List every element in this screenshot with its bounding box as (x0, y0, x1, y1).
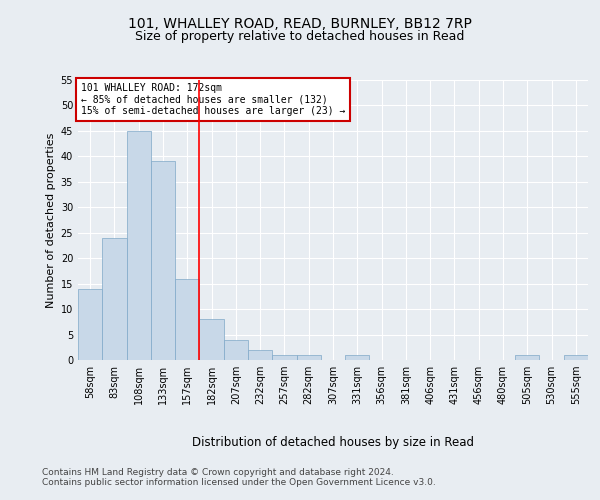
Bar (345, 355, 370, 360)
Bar (127, 131, 151, 360)
Bar (515, 355, 539, 360)
Bar (296, 355, 321, 360)
Bar (564, 355, 588, 360)
Bar (175, 278, 199, 360)
Bar (78, 288, 102, 360)
Bar (199, 320, 224, 360)
Bar (224, 340, 248, 360)
Bar (248, 350, 272, 360)
Bar (151, 162, 175, 360)
Bar (102, 238, 127, 360)
Text: Distribution of detached houses by size in Read: Distribution of detached houses by size … (192, 436, 474, 449)
Text: 101 WHALLEY ROAD: 172sqm
← 85% of detached houses are smaller (132)
15% of semi-: 101 WHALLEY ROAD: 172sqm ← 85% of detach… (80, 83, 345, 116)
Y-axis label: Number of detached properties: Number of detached properties (46, 132, 56, 308)
Bar (272, 355, 296, 360)
Text: Size of property relative to detached houses in Read: Size of property relative to detached ho… (136, 30, 464, 43)
Text: Contains HM Land Registry data © Crown copyright and database right 2024.
Contai: Contains HM Land Registry data © Crown c… (42, 468, 436, 487)
Text: 101, WHALLEY ROAD, READ, BURNLEY, BB12 7RP: 101, WHALLEY ROAD, READ, BURNLEY, BB12 7… (128, 18, 472, 32)
